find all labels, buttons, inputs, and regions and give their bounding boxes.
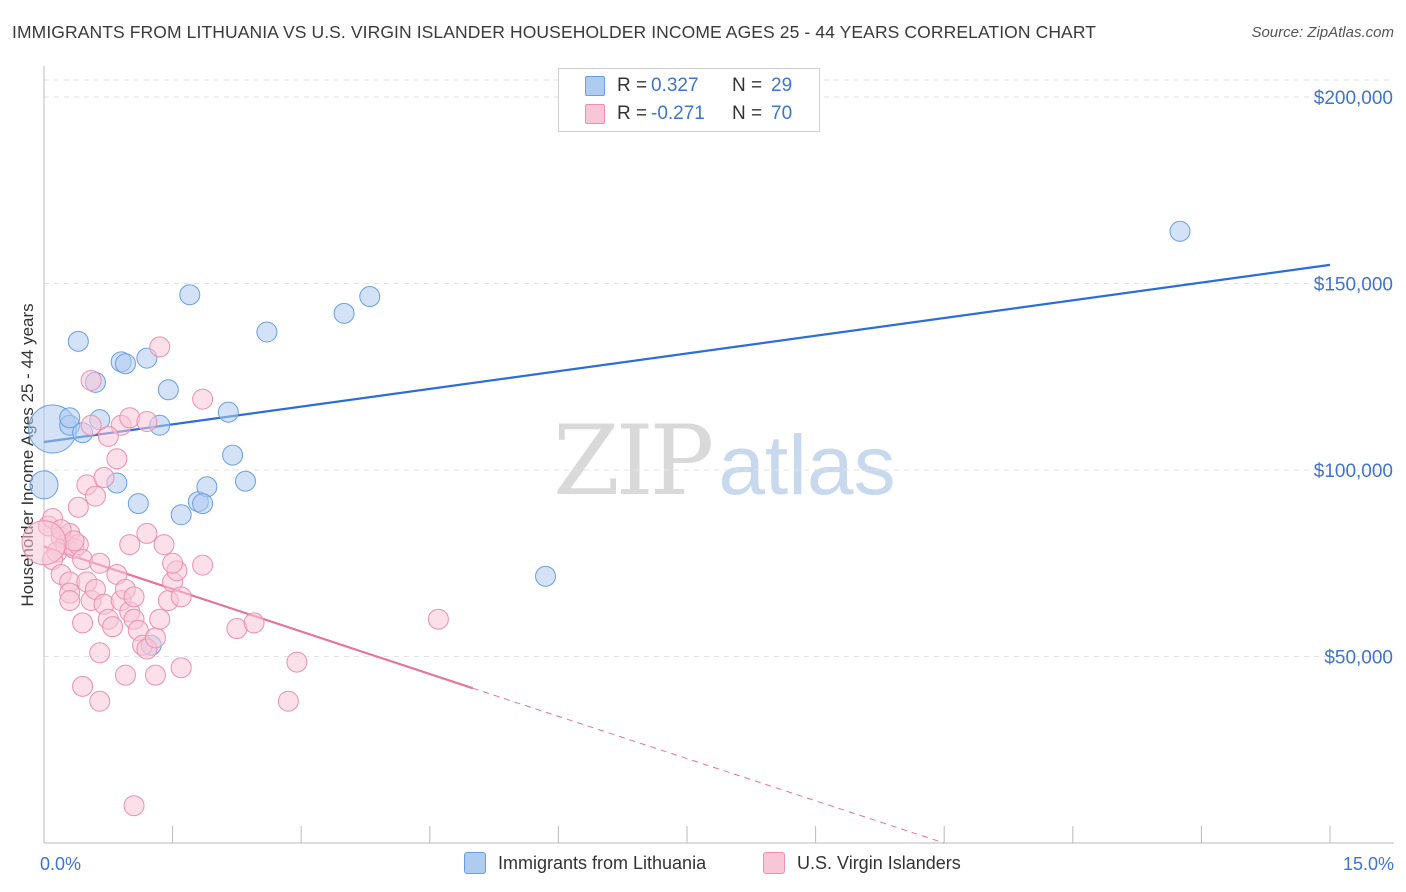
point-virgin-islanders (170, 586, 192, 608)
point-lithuania (1169, 220, 1191, 242)
point-lithuania (67, 330, 89, 352)
point-virgin-islanders (93, 466, 115, 488)
point-virgin-islanders (72, 549, 94, 571)
point-virgin-islanders (243, 612, 265, 634)
point-virgin-islanders (80, 414, 102, 436)
point-virgin-islanders (102, 616, 124, 638)
point-virgin-islanders (89, 690, 111, 712)
point-virgin-islanders (84, 485, 106, 507)
legend-swatch-lithuania (464, 852, 486, 874)
y-tick-label: $150,000 (1314, 275, 1393, 296)
point-virgin-islanders (162, 552, 184, 574)
correlation-legend: R = 0.327 N = 29 R = -0.271 N = 70 (558, 68, 820, 132)
point-virgin-islanders (89, 642, 111, 664)
point-lithuania (217, 401, 239, 423)
legend-r-label: R = (617, 75, 648, 96)
point-lithuania (157, 379, 179, 401)
point-lithuania (127, 493, 149, 515)
legend-n-label: N = (732, 75, 763, 96)
point-virgin-islanders (97, 425, 119, 447)
legend-n-value: 70 (771, 103, 793, 124)
point-virgin-islanders (114, 664, 136, 686)
legend-r-value: -0.271 (651, 103, 705, 124)
trend-lines (43, 263, 1331, 844)
watermark-atlas: atlas (718, 418, 896, 512)
axes (43, 66, 1394, 844)
legend-label-lithuania: Immigrants from Lithuania (498, 852, 707, 873)
legend-r-label: R = (617, 103, 648, 124)
y-tick-label: $50,000 (1324, 648, 1393, 669)
point-virgin-islanders (80, 369, 102, 391)
x-tick-label: 0.0% (40, 854, 81, 874)
chart-source: Source: ZipAtlas.com (1251, 24, 1394, 41)
point-virgin-islanders (286, 651, 308, 673)
gridlines (44, 79, 1394, 657)
trend-extension-virgin-islanders (472, 687, 945, 844)
y-tick-label: $200,000 (1314, 88, 1393, 109)
point-virgin-islanders (153, 534, 175, 556)
point-lithuania (59, 407, 81, 429)
point-virgin-islanders (149, 336, 171, 358)
point-virgin-islanders (59, 590, 81, 612)
point-lithuania (179, 284, 201, 306)
point-virgin-islanders (119, 407, 141, 429)
point-virgin-islanders (277, 690, 299, 712)
data-points (21, 220, 1191, 817)
trend-line-lithuania (43, 263, 1331, 444)
point-virgin-islanders (21, 520, 67, 566)
point-virgin-islanders (136, 522, 158, 544)
point-lithuania (222, 444, 244, 466)
point-lithuania (114, 353, 136, 375)
x-tick-label: 15.0% (1343, 854, 1394, 874)
legend-r-value: 0.327 (651, 75, 699, 96)
point-lithuania (234, 470, 256, 492)
point-virgin-islanders (192, 554, 214, 576)
point-virgin-islanders (67, 496, 89, 518)
legend-row-virgin-islanders: R = -0.271 N = 70 (559, 100, 819, 128)
point-lithuania (192, 493, 214, 515)
point-virgin-islanders (89, 552, 111, 574)
point-virgin-islanders (144, 627, 166, 649)
point-lithuania (535, 565, 557, 587)
point-virgin-islanders (72, 675, 94, 697)
point-lithuania (359, 286, 381, 308)
legend-label-virgin-islanders: U.S. Virgin Islanders (797, 852, 961, 873)
point-virgin-islanders (427, 608, 449, 630)
point-virgin-islanders (144, 664, 166, 686)
watermark: ZIPatlas (553, 405, 896, 517)
watermark-zip: ZIP (553, 405, 714, 517)
legend-swatch-virgin-islanders (585, 104, 605, 124)
point-virgin-islanders (136, 411, 158, 433)
y-tick-label: $100,000 (1314, 461, 1393, 482)
point-virgin-islanders (72, 612, 94, 634)
legend-row-lithuania: R = 0.327 N = 29 (559, 72, 819, 100)
legend-item-lithuania[interactable]: Immigrants from Lithuania (464, 852, 706, 874)
point-virgin-islanders (123, 586, 145, 608)
point-virgin-islanders (170, 657, 192, 679)
chart-title: IMMIGRANTS FROM LITHUANIA VS U.S. VIRGIN… (12, 22, 1097, 42)
point-virgin-islanders (106, 448, 128, 470)
point-lithuania (333, 302, 355, 324)
point-virgin-islanders (123, 795, 145, 817)
legend-n-label: N = (732, 103, 763, 124)
legend-n-value: 29 (771, 75, 793, 96)
legend-swatch-virgin-islanders (763, 852, 785, 874)
point-lithuania (29, 470, 59, 500)
point-virgin-islanders (149, 608, 171, 630)
point-virgin-islanders (192, 388, 214, 410)
tick-labels: $50,000 $100,000 $150,000 $200,000 0.0% 15.0% (40, 88, 1394, 874)
point-virgin-islanders (119, 534, 141, 556)
point-virgin-islanders (63, 530, 85, 552)
point-lithuania (170, 504, 192, 526)
point-lithuania (256, 321, 278, 343)
legend-swatch-lithuania (585, 76, 605, 96)
legend-item-virgin-islanders[interactable]: U.S. Virgin Islanders (763, 852, 961, 874)
